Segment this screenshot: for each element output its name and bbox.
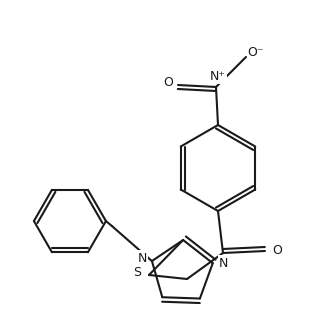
Text: O: O	[163, 77, 173, 90]
Text: O: O	[272, 243, 282, 256]
Text: N⁺: N⁺	[210, 70, 226, 83]
Text: S: S	[133, 266, 141, 279]
Text: N: N	[219, 257, 228, 270]
Text: O⁻: O⁻	[248, 47, 264, 60]
Text: N: N	[138, 252, 147, 264]
